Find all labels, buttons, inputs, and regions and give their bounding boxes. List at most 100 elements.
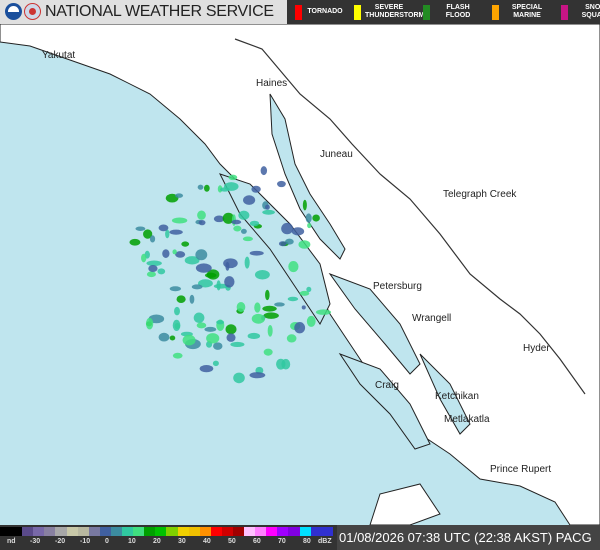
colorbar-swatch xyxy=(299,527,311,536)
colorbar-tick: 0 xyxy=(105,538,109,545)
radar-echo xyxy=(172,352,183,359)
radar-echo xyxy=(298,240,311,249)
footer: nd -30 -20 -10 0 10 20 30 40 50 60 70 80 dBZ 01/08/20… xyxy=(0,525,600,550)
radar-echo xyxy=(158,332,170,342)
colorbar-tick: 60 xyxy=(253,538,261,545)
colorbar-swatch xyxy=(277,527,289,536)
radar-echo xyxy=(243,195,256,205)
colorbar-swatch xyxy=(122,527,134,536)
channels xyxy=(219,93,471,450)
legend-item-severe-thunderstorm: SEVERE THUNDERSTORM xyxy=(354,4,424,20)
legend-swatch xyxy=(492,4,499,20)
colorbar-ticks: nd -30 -20 -10 0 10 20 30 40 50 60 70 80 dBZ xyxy=(0,538,333,550)
radar-echo xyxy=(216,280,221,291)
radar-echo xyxy=(158,224,169,232)
radar-echo xyxy=(174,306,180,316)
radar-echo xyxy=(129,238,141,246)
radar-echo xyxy=(212,360,219,367)
colorbar-swatch xyxy=(232,527,245,536)
colorbar-swatch xyxy=(321,527,333,536)
radar-echo xyxy=(172,249,177,255)
timestamp: 01/08/2026 07:38 UTC (22:38 AKST) PACG xyxy=(337,525,600,550)
legend-swatch xyxy=(561,4,568,20)
colorbar-tick: 70 xyxy=(278,538,286,545)
colorbar-swatch xyxy=(221,527,233,536)
radar-echo xyxy=(238,210,250,220)
radar-echo xyxy=(305,213,312,223)
radar-echo xyxy=(182,334,196,346)
radar-echo xyxy=(301,305,306,310)
colorbar-swatch xyxy=(44,527,56,536)
colorbar-swatch xyxy=(255,527,267,536)
colorbar-swatch xyxy=(22,527,34,536)
radar-echoes xyxy=(129,166,332,384)
radar-echo xyxy=(226,333,236,342)
radar-echo xyxy=(197,184,204,190)
radar-echo xyxy=(228,174,238,181)
radar-echo xyxy=(157,268,166,275)
colorbar-swatch xyxy=(266,527,278,536)
radar-echo xyxy=(262,305,277,312)
radar-echo xyxy=(223,258,238,269)
radar-echo xyxy=(251,185,261,193)
radar-echo xyxy=(143,229,153,239)
colorbar-swatch xyxy=(177,527,189,536)
radar-map[interactable] xyxy=(0,24,600,525)
radar-echo xyxy=(213,215,225,223)
radar-echo xyxy=(263,312,279,319)
colorbar-tick: -10 xyxy=(80,538,91,545)
reflectivity-colorbar xyxy=(0,527,333,536)
radar-echo xyxy=(204,184,210,192)
radar-echo xyxy=(176,295,186,304)
radar-echo xyxy=(189,294,195,304)
colorbar-swatch xyxy=(210,527,222,536)
legend-item-flash-flood: FLASH FLOOD xyxy=(423,4,482,20)
radar-echo xyxy=(281,358,291,370)
radar-echo xyxy=(249,220,260,227)
radar-echo xyxy=(172,319,181,332)
radar-echo xyxy=(288,261,299,273)
radar-echo xyxy=(285,238,294,245)
nws-logo[interactable] xyxy=(24,3,41,20)
radar-echo xyxy=(195,249,208,261)
city-label: Haines xyxy=(256,78,288,89)
colorbar-swatch xyxy=(310,527,322,536)
radar-echo xyxy=(312,214,320,222)
colorbar-swatch xyxy=(166,527,178,536)
city-label: Juneau xyxy=(320,149,353,160)
radar-echo xyxy=(265,204,270,210)
radar-echo xyxy=(254,302,261,313)
city-label: Hyder xyxy=(523,343,550,354)
international-border xyxy=(234,38,586,395)
legend-swatch xyxy=(354,4,361,20)
radar-echo xyxy=(230,341,245,348)
radar-echo xyxy=(162,249,170,258)
colorbar-swatch xyxy=(33,527,45,536)
colorbar-tick: 30 xyxy=(178,538,186,545)
radar-echo xyxy=(175,193,184,198)
radar-echo xyxy=(294,322,306,334)
radar-echo xyxy=(224,276,235,288)
colorbar-swatch xyxy=(77,527,89,536)
colorbar-tick: nd xyxy=(7,538,16,545)
radar-echo xyxy=(206,333,220,344)
noaa-logo[interactable] xyxy=(5,3,22,20)
radar-echo xyxy=(171,217,188,224)
radar-echo xyxy=(193,312,205,324)
radar-echo xyxy=(260,166,268,176)
warnings-legend: TORNADO SEVERE THUNDERSTORM FLASH FLOOD SPE… xyxy=(287,0,600,24)
radar-echo xyxy=(267,324,273,337)
radar-echo xyxy=(236,301,246,312)
colorbar-tick: 80 xyxy=(303,538,311,545)
colorbar-swatch xyxy=(199,527,211,536)
radar-echo xyxy=(249,372,266,379)
colorbar-tick: -30 xyxy=(30,538,41,545)
radar-echo xyxy=(251,313,265,324)
radar-echo xyxy=(169,229,183,235)
radar-echo xyxy=(242,236,253,242)
radar-echo xyxy=(148,265,158,273)
colorbar-swatch xyxy=(0,527,12,536)
radar-echo xyxy=(306,315,316,327)
colorbar-tick: 40 xyxy=(203,538,211,545)
radar-echo xyxy=(196,322,207,329)
